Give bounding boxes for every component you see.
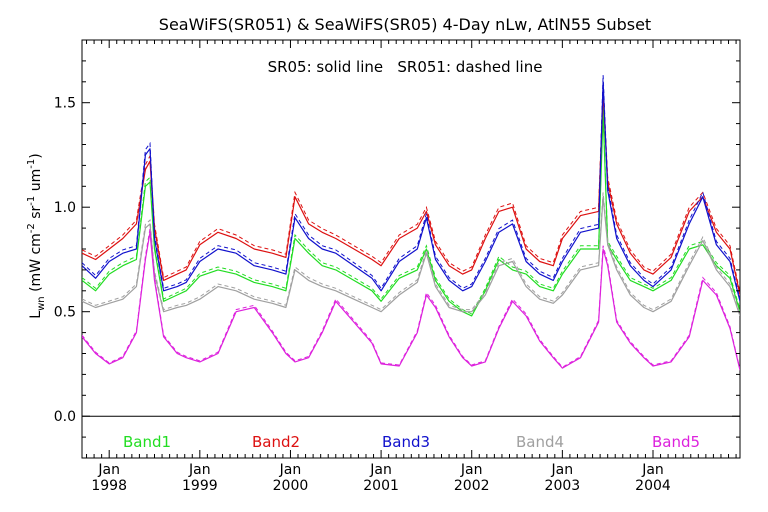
band2-solid-line (82, 92, 740, 295)
x-month-label: Jan (551, 462, 574, 478)
band3-dashed-line (82, 75, 740, 299)
y-tick-label: 1.0 (54, 200, 76, 216)
y-axis-label: Lwn (mW cm-2 sr-1 um-1) (26, 153, 47, 318)
legend-band5: Band5 (652, 433, 700, 451)
x-month-label: Jan (188, 462, 211, 478)
y-tick-label: 1.5 (54, 96, 76, 112)
legend-layer: Band1 Band2 Band3 Band4 Band5 (123, 433, 700, 451)
plot-frame (82, 40, 740, 458)
legend-band2: Band2 (252, 433, 300, 451)
legend-band4: Band4 (516, 433, 564, 451)
x-year-label: 1998 (91, 478, 127, 494)
y-tick-label: 0.0 (54, 409, 76, 425)
x-year-label: 2002 (454, 478, 490, 494)
band5-dashed-line (82, 229, 740, 370)
axes-layer: 0.00.51.01.5Jan1998Jan1999Jan2000Jan2001… (54, 40, 740, 494)
x-month-label: Jan (369, 462, 392, 478)
x-month-label: Jan (641, 462, 664, 478)
x-year-label: 1999 (182, 478, 218, 494)
line-style-note: SR05: solid line SR051: dashed line (268, 58, 543, 76)
legend-band3: Band3 (382, 433, 430, 451)
x-year-label: 2001 (363, 478, 399, 494)
plot-border (82, 40, 740, 458)
legend-band1: Band1 (123, 433, 171, 451)
x-year-label: 2000 (273, 478, 309, 494)
band2-dashed-line (82, 86, 740, 293)
x-year-label: 2003 (545, 478, 581, 494)
x-month-label: Jan (279, 462, 302, 478)
x-year-label: 2004 (635, 478, 671, 494)
series-layer (82, 75, 740, 370)
band4-solid-line (82, 197, 740, 316)
band3-solid-line (82, 82, 740, 301)
chart-title: SeaWiFS(SR051) & SeaWiFS(SR05) 4-Day nLw… (159, 15, 651, 34)
y-tick-label: 0.5 (54, 305, 76, 321)
x-month-label: Jan (97, 462, 120, 478)
x-month-label: Jan (460, 462, 483, 478)
